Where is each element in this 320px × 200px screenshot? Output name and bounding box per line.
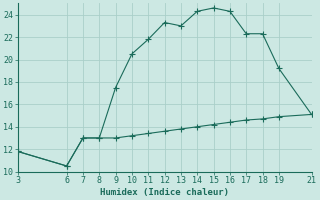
X-axis label: Humidex (Indice chaleur): Humidex (Indice chaleur) (100, 188, 229, 197)
